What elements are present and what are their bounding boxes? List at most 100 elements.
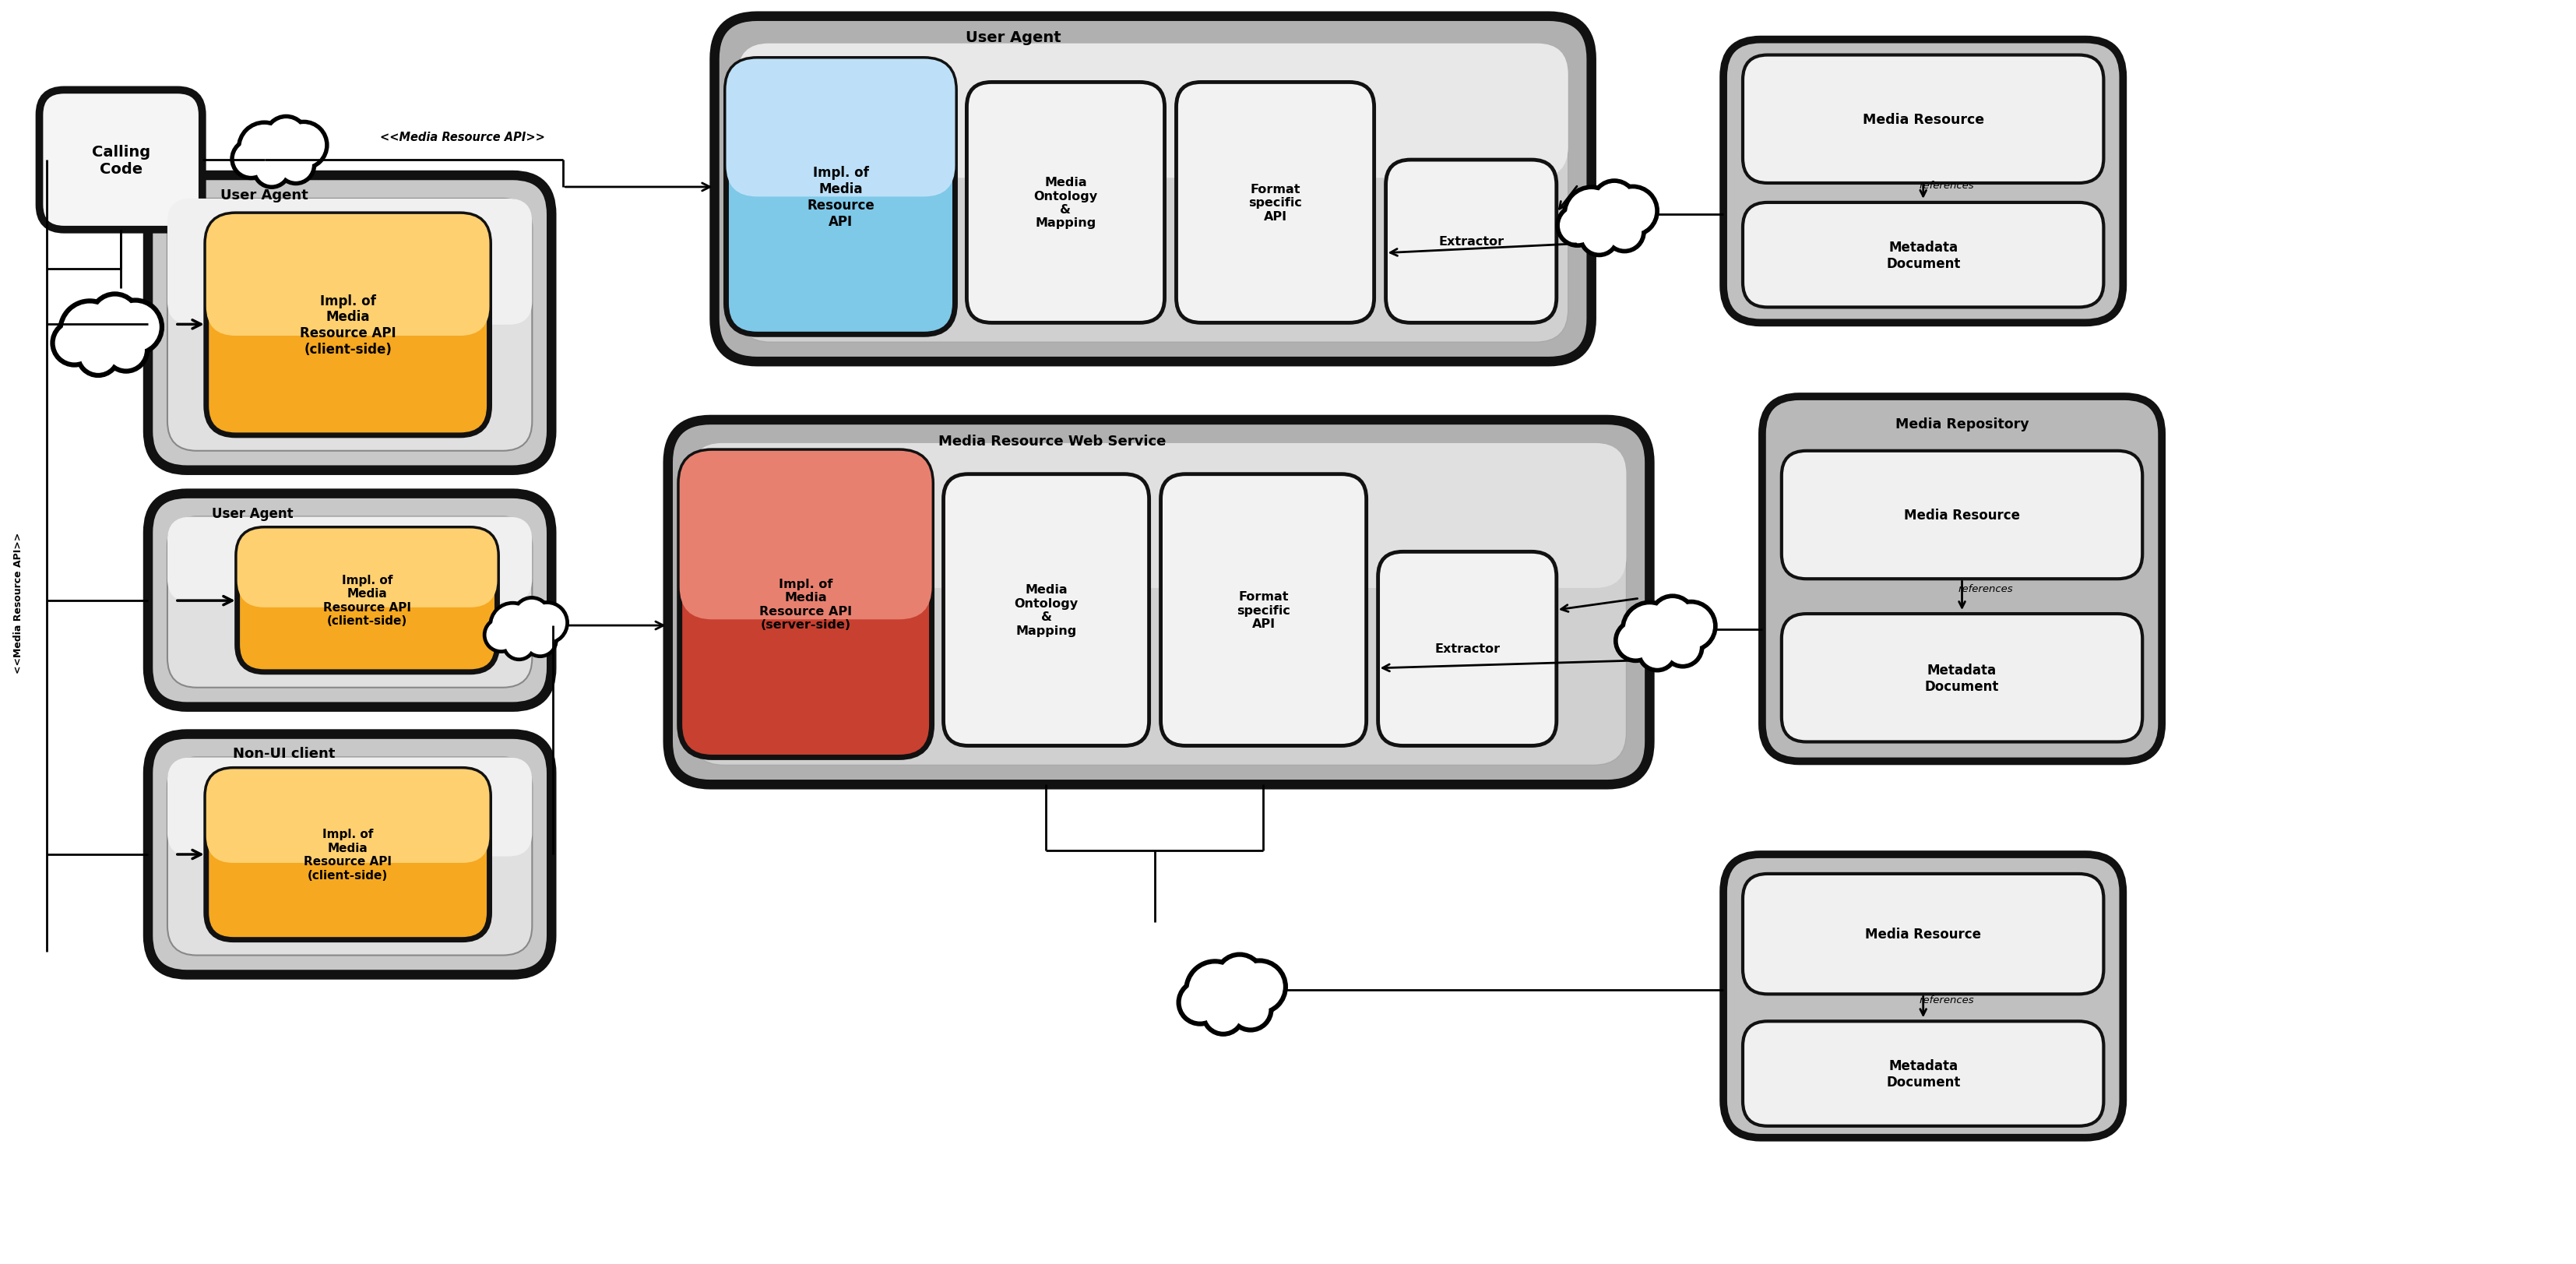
Circle shape (1618, 624, 1654, 659)
FancyBboxPatch shape (1378, 552, 1556, 746)
Text: Impl. of
Media
Resource
API: Impl. of Media Resource API (806, 166, 873, 229)
Circle shape (528, 605, 564, 641)
Circle shape (1213, 953, 1265, 1004)
Circle shape (1561, 209, 1595, 243)
FancyBboxPatch shape (737, 44, 1569, 178)
Text: Calling
Code: Calling Code (93, 144, 149, 177)
Circle shape (103, 327, 149, 374)
Circle shape (523, 623, 556, 659)
Text: <<Media Resource API>>: <<Media Resource API>> (379, 131, 544, 143)
FancyBboxPatch shape (167, 517, 533, 603)
Text: Extractor: Extractor (1437, 236, 1504, 248)
Circle shape (237, 121, 291, 176)
Circle shape (515, 600, 549, 632)
Circle shape (1564, 186, 1620, 243)
Circle shape (252, 150, 291, 190)
FancyBboxPatch shape (726, 59, 956, 335)
FancyBboxPatch shape (1162, 474, 1365, 746)
Circle shape (234, 143, 268, 176)
FancyBboxPatch shape (1783, 451, 2143, 579)
FancyBboxPatch shape (206, 770, 489, 863)
FancyBboxPatch shape (1744, 873, 2105, 995)
Circle shape (93, 297, 137, 340)
Circle shape (283, 125, 325, 167)
Circle shape (1556, 205, 1600, 248)
Circle shape (489, 602, 536, 650)
Circle shape (258, 154, 286, 185)
Circle shape (111, 303, 160, 351)
Circle shape (484, 617, 518, 653)
Circle shape (1592, 179, 1638, 226)
Text: Media Resource: Media Resource (1865, 927, 1981, 942)
Circle shape (1607, 186, 1659, 238)
Circle shape (1641, 636, 1674, 667)
FancyBboxPatch shape (680, 451, 933, 619)
FancyBboxPatch shape (1744, 204, 2105, 307)
Circle shape (276, 145, 317, 186)
Circle shape (1584, 221, 1615, 253)
Circle shape (108, 332, 144, 369)
Circle shape (1607, 216, 1641, 249)
Circle shape (1610, 190, 1654, 233)
Circle shape (1190, 964, 1242, 1016)
Circle shape (1206, 997, 1239, 1031)
FancyBboxPatch shape (726, 59, 956, 197)
FancyBboxPatch shape (39, 91, 204, 230)
Circle shape (1625, 605, 1674, 653)
FancyBboxPatch shape (680, 451, 933, 757)
Text: references: references (1958, 584, 2012, 594)
Circle shape (1664, 600, 1718, 652)
FancyBboxPatch shape (167, 757, 533, 956)
FancyBboxPatch shape (1386, 161, 1556, 324)
FancyBboxPatch shape (167, 517, 533, 688)
Circle shape (57, 325, 93, 363)
Text: Format
specific
API: Format specific API (1236, 590, 1291, 629)
Circle shape (229, 139, 270, 181)
Circle shape (1654, 599, 1692, 637)
Text: Media
Ontology
&
Mapping: Media Ontology & Mapping (1033, 177, 1097, 229)
Circle shape (1667, 631, 1700, 664)
Circle shape (1615, 619, 1656, 662)
Circle shape (1595, 185, 1633, 222)
Circle shape (1231, 959, 1288, 1015)
Circle shape (502, 627, 536, 661)
Text: references: references (1919, 995, 1973, 1005)
Circle shape (1602, 211, 1646, 254)
Text: Media Resource: Media Resource (1904, 508, 2020, 522)
FancyBboxPatch shape (943, 474, 1149, 746)
FancyBboxPatch shape (1744, 56, 2105, 183)
Circle shape (487, 621, 515, 650)
FancyBboxPatch shape (690, 444, 1625, 766)
Circle shape (1566, 191, 1615, 239)
Text: Media Repository: Media Repository (1896, 417, 2030, 431)
FancyBboxPatch shape (714, 16, 1592, 362)
FancyBboxPatch shape (147, 734, 551, 975)
FancyBboxPatch shape (737, 44, 1569, 343)
FancyBboxPatch shape (167, 200, 533, 451)
Circle shape (526, 602, 569, 645)
Circle shape (1177, 980, 1224, 1026)
Circle shape (513, 597, 551, 636)
Circle shape (52, 320, 98, 368)
Circle shape (90, 293, 142, 344)
Text: Metadata
Document: Metadata Document (1924, 664, 1999, 693)
Circle shape (106, 298, 165, 356)
FancyBboxPatch shape (966, 83, 1164, 324)
Text: Impl. of
Media
Resource API
(client-side): Impl. of Media Resource API (client-side… (304, 828, 392, 881)
FancyBboxPatch shape (147, 176, 551, 470)
Text: User Agent: User Agent (966, 30, 1061, 46)
Text: Media
Ontology
&
Mapping: Media Ontology & Mapping (1015, 584, 1079, 637)
Circle shape (1185, 959, 1247, 1021)
FancyBboxPatch shape (167, 200, 533, 325)
Text: User Agent: User Agent (211, 507, 294, 521)
Circle shape (526, 627, 554, 655)
Text: <<Media Resource API>>: <<Media Resource API>> (13, 532, 23, 672)
Circle shape (505, 631, 533, 657)
Circle shape (281, 150, 312, 182)
Circle shape (263, 115, 309, 161)
Circle shape (242, 126, 289, 172)
Text: Metadata
Document: Metadata Document (1886, 1059, 1960, 1088)
Text: Non-UI client: Non-UI client (232, 747, 335, 761)
Circle shape (1669, 605, 1713, 648)
FancyBboxPatch shape (147, 494, 551, 708)
